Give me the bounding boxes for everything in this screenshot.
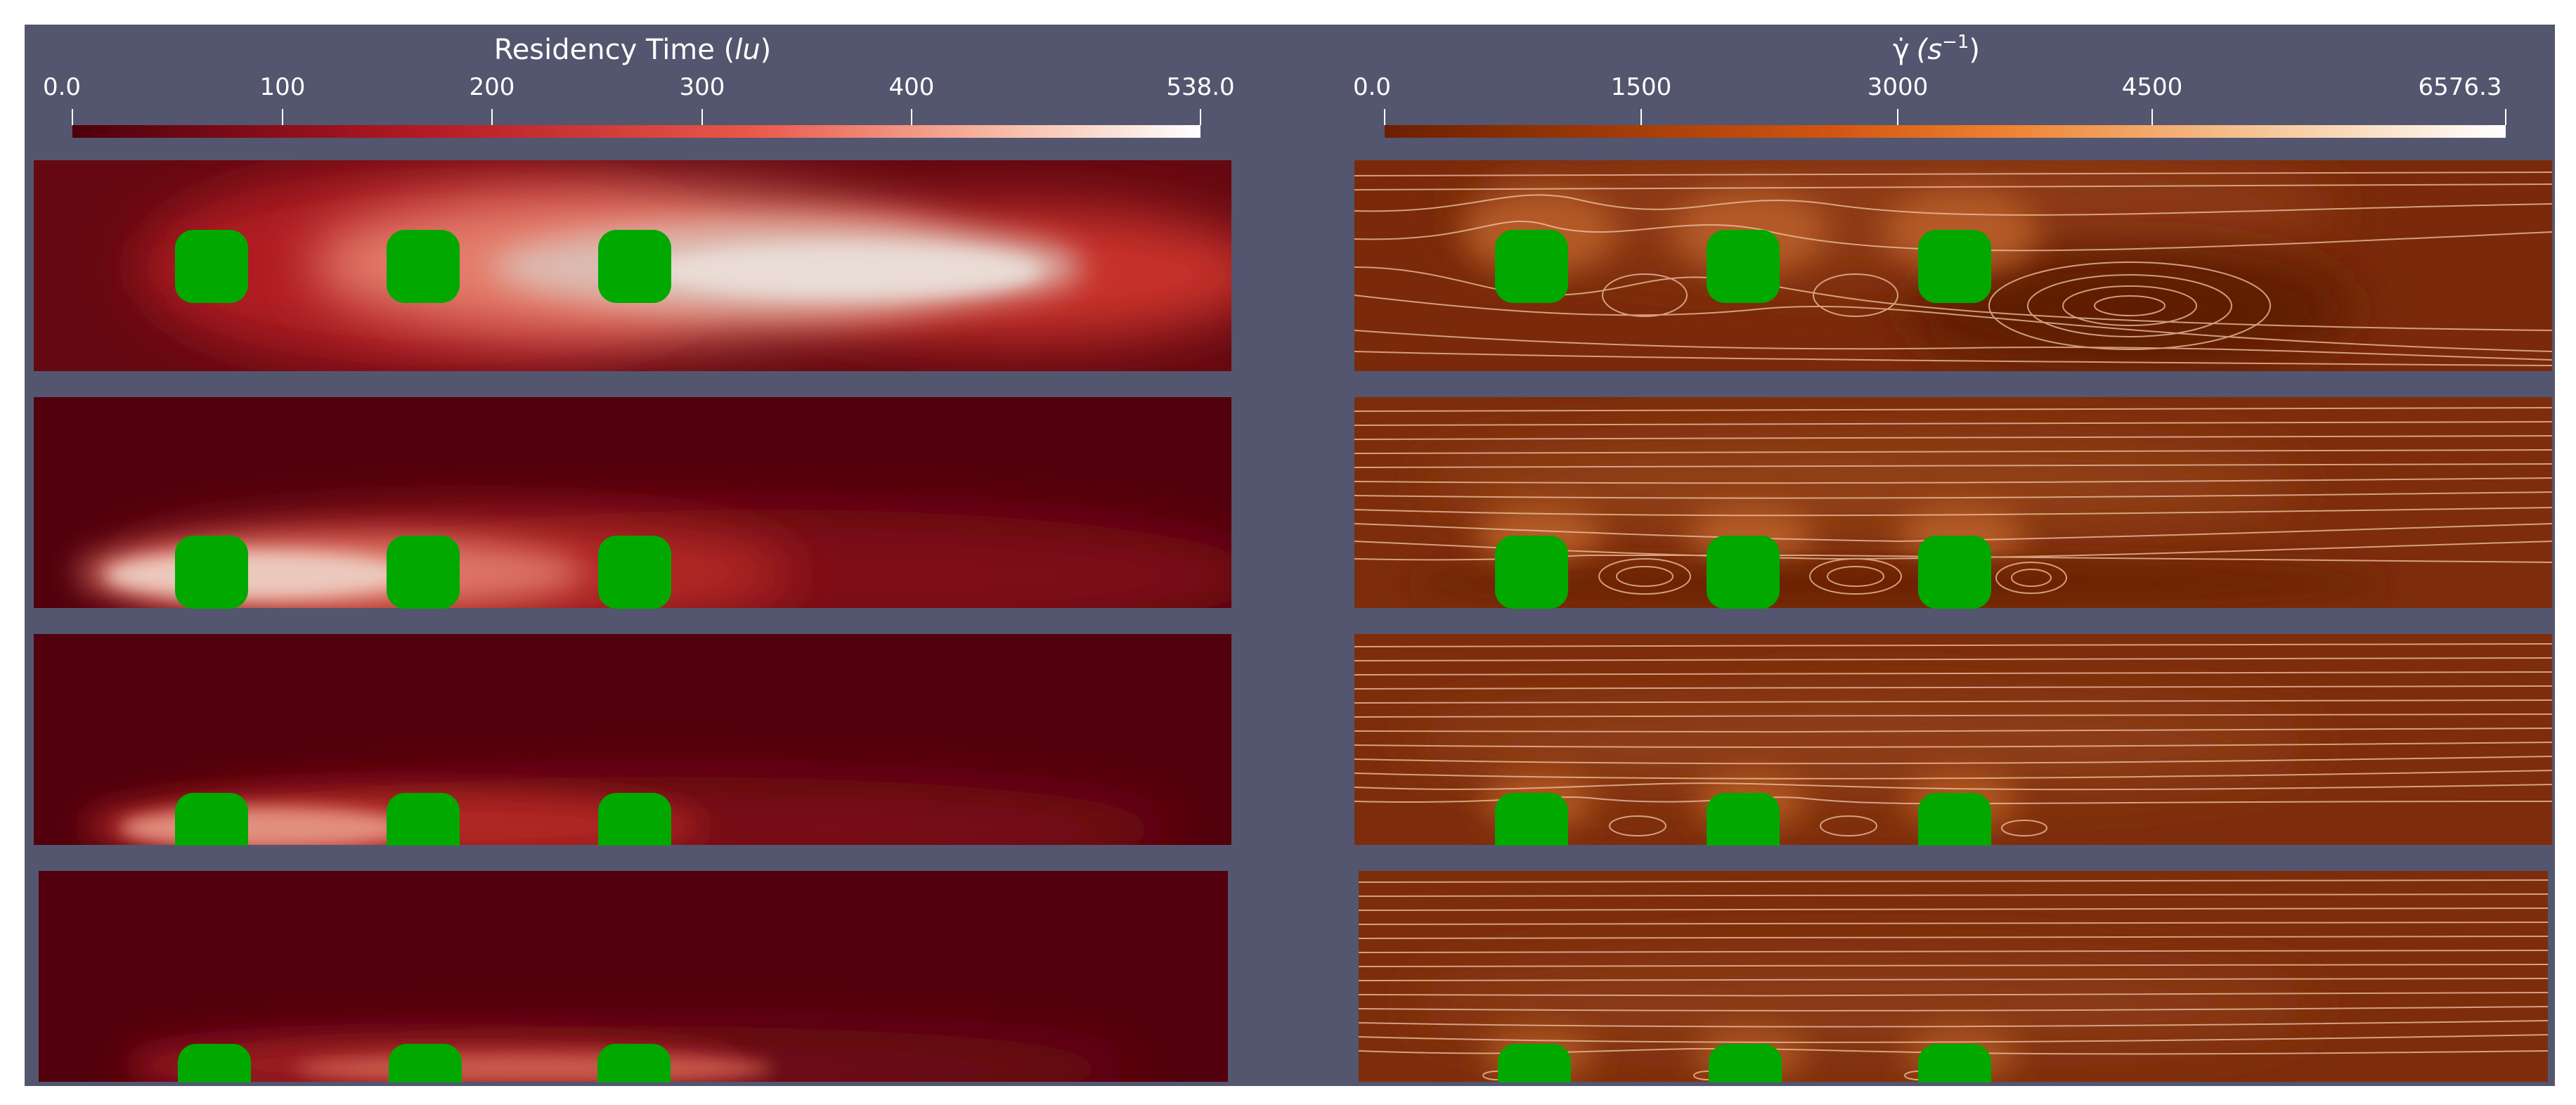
obstacle-block [175,230,248,303]
colorbar-tick-label: 6576.3 [2419,73,2502,101]
colorbar-tick-label: 100 [260,73,306,101]
obstacle-block [175,536,248,609]
colorbar-tick-label: 4500 [2122,73,2183,101]
colorbar-tick-label: 0.0 [1353,73,1391,101]
colorbar-title-residency: Residency Time (lu) [494,34,772,66]
colorbar-tick-label: 0.0 [43,73,81,101]
frame-strip [34,846,1231,871]
colorbar-gradient-shear [1385,125,2506,138]
frame-strip [1354,846,2552,871]
obstacle-block [598,536,671,609]
page-margin [0,1086,2576,1105]
colorbar-gradient-residency [72,125,1200,138]
obstacle-block [1707,230,1780,303]
frame-strip [34,609,1231,634]
frame-strip [25,1083,2555,1086]
obstacle-block [1707,536,1780,609]
streamlines [1354,643,2552,836]
colorbar-tick-label: 3000 [1868,73,1929,101]
colorbar-tick-label: 538.0 [1166,73,1234,101]
obstacle-block [1495,230,1568,303]
shear-rate-panel [1354,160,2552,371]
colorbar-title-shear: γ̇ (s−1) [1893,32,1980,66]
colorbar-tick-label: 300 [680,73,725,101]
obstacle-block [1918,536,1991,609]
streamlines [1359,879,2548,1080]
colorbar-residency-time: Residency Time (lu) 0.0 100 200 300 400 … [43,34,1235,138]
colorbar-tick-label: 400 [889,73,935,101]
colorbar-shear-rate: γ̇ (s−1) 0.0 1500 3000 4500 6576.3 [1353,32,2506,138]
obstacle-block [387,230,460,303]
colorbar-tick-label: 1500 [1611,73,1672,101]
obstacle-block [598,230,671,303]
colorbar-tick-label: 200 [470,73,515,101]
obstacle-block [1918,230,1991,303]
obstacle-block [1495,536,1568,609]
frame-strip [1354,609,2552,634]
obstacle-block [387,536,460,609]
